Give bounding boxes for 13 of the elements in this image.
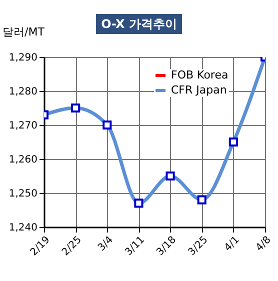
y-tick-label: 1,290 xyxy=(8,52,38,64)
x-tick-label: 4/8 xyxy=(254,234,274,254)
y-tick-label: 1,260 xyxy=(8,154,38,166)
y-tick-label: 1,240 xyxy=(8,222,38,234)
x-tick-label: 4/1 xyxy=(222,234,242,254)
y-axis-title: 달러/MT xyxy=(2,26,45,38)
x-tick-label: 3/4 xyxy=(96,234,116,254)
chart-title: O-X 가격추이 xyxy=(96,14,182,34)
y-tick-label: 1,270 xyxy=(8,120,38,132)
y-tick-label: 1,250 xyxy=(8,188,38,200)
y-tick-label: 1,280 xyxy=(8,86,38,98)
legend-label: CFR Japan xyxy=(171,84,227,96)
legend-label: FOB Korea xyxy=(171,68,228,82)
